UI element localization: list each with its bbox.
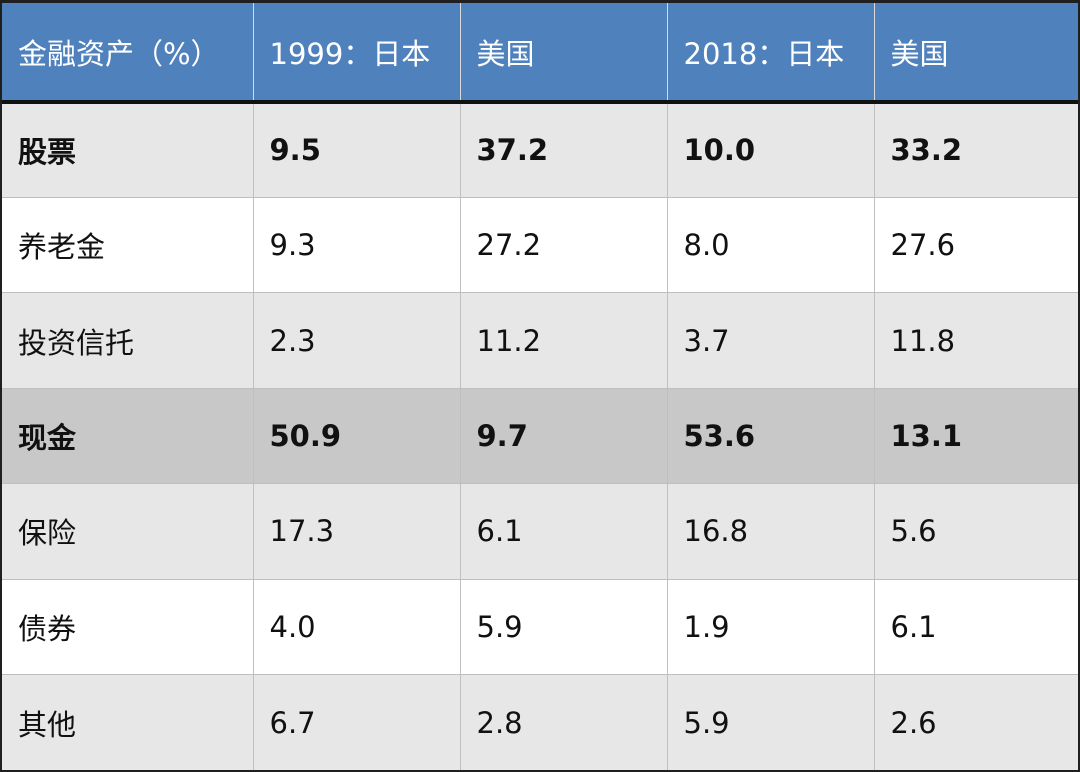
table-cell: 6.1 [873, 578, 1078, 675]
row-label: 债券 [2, 578, 253, 675]
header-cell-2018-usa: 美国 [873, 3, 1078, 104]
table-cell: 5.6 [873, 483, 1078, 580]
table-cell: 5.9 [459, 578, 667, 675]
table-cell: 50.9 [252, 387, 460, 484]
table-row: 保险 17.3 6.1 16.8 5.6 [2, 483, 1078, 580]
table-cell: 4.0 [252, 578, 460, 675]
table-row: 股票 9.5 37.2 10.0 33.2 [2, 101, 1078, 198]
header-cell-1999-japan: 1999：日本 [252, 3, 460, 104]
table-cell: 9.3 [252, 196, 460, 293]
table-cell: 53.6 [666, 387, 874, 484]
table-cell: 6.7 [252, 674, 460, 770]
table-cell: 6.1 [459, 483, 667, 580]
table-cell: 9.5 [252, 101, 460, 198]
row-label: 股票 [2, 101, 253, 198]
table-row: 投资信托 2.3 11.2 3.7 11.8 [2, 292, 1078, 389]
table-cell: 2.6 [873, 674, 1078, 770]
table-row: 养老金 9.3 27.2 8.0 27.6 [2, 196, 1078, 293]
header-cell-2018-japan: 2018：日本 [666, 3, 874, 104]
table-cell: 1.9 [666, 578, 874, 675]
header-row: 金融资产（%） 1999：日本 美国 2018：日本 美国 [2, 3, 1078, 104]
data-table: 金融资产（%） 1999：日本 美国 2018：日本 美国 股票 9.5 37.… [2, 3, 1078, 770]
header-cell-asset: 金融资产（%） [2, 3, 253, 104]
table-cell: 13.1 [873, 387, 1078, 484]
table-cell: 16.8 [666, 483, 874, 580]
row-label: 投资信托 [2, 292, 253, 389]
row-label: 现金 [2, 387, 253, 484]
table-cell: 27.2 [459, 196, 667, 293]
table-cell: 2.3 [252, 292, 460, 389]
table-cell: 3.7 [666, 292, 874, 389]
row-label: 保险 [2, 483, 253, 580]
table-cell: 10.0 [666, 101, 874, 198]
table-row: 债券 4.0 5.9 1.9 6.1 [2, 578, 1078, 675]
table-cell: 17.3 [252, 483, 460, 580]
row-label: 养老金 [2, 196, 253, 293]
table-cell: 11.2 [459, 292, 667, 389]
row-label: 其他 [2, 674, 253, 770]
table-cell: 8.0 [666, 196, 874, 293]
header-cell-1999-usa: 美国 [459, 3, 667, 104]
table-cell: 27.6 [873, 196, 1078, 293]
table-cell: 37.2 [459, 101, 667, 198]
table-cell: 9.7 [459, 387, 667, 484]
table-row: 现金 50.9 9.7 53.6 13.1 [2, 387, 1078, 484]
table-cell: 5.9 [666, 674, 874, 770]
table-row: 其他 6.7 2.8 5.9 2.6 [2, 674, 1078, 770]
table-cell: 2.8 [459, 674, 667, 770]
table-cell: 33.2 [873, 101, 1078, 198]
table-cell: 11.8 [873, 292, 1078, 389]
